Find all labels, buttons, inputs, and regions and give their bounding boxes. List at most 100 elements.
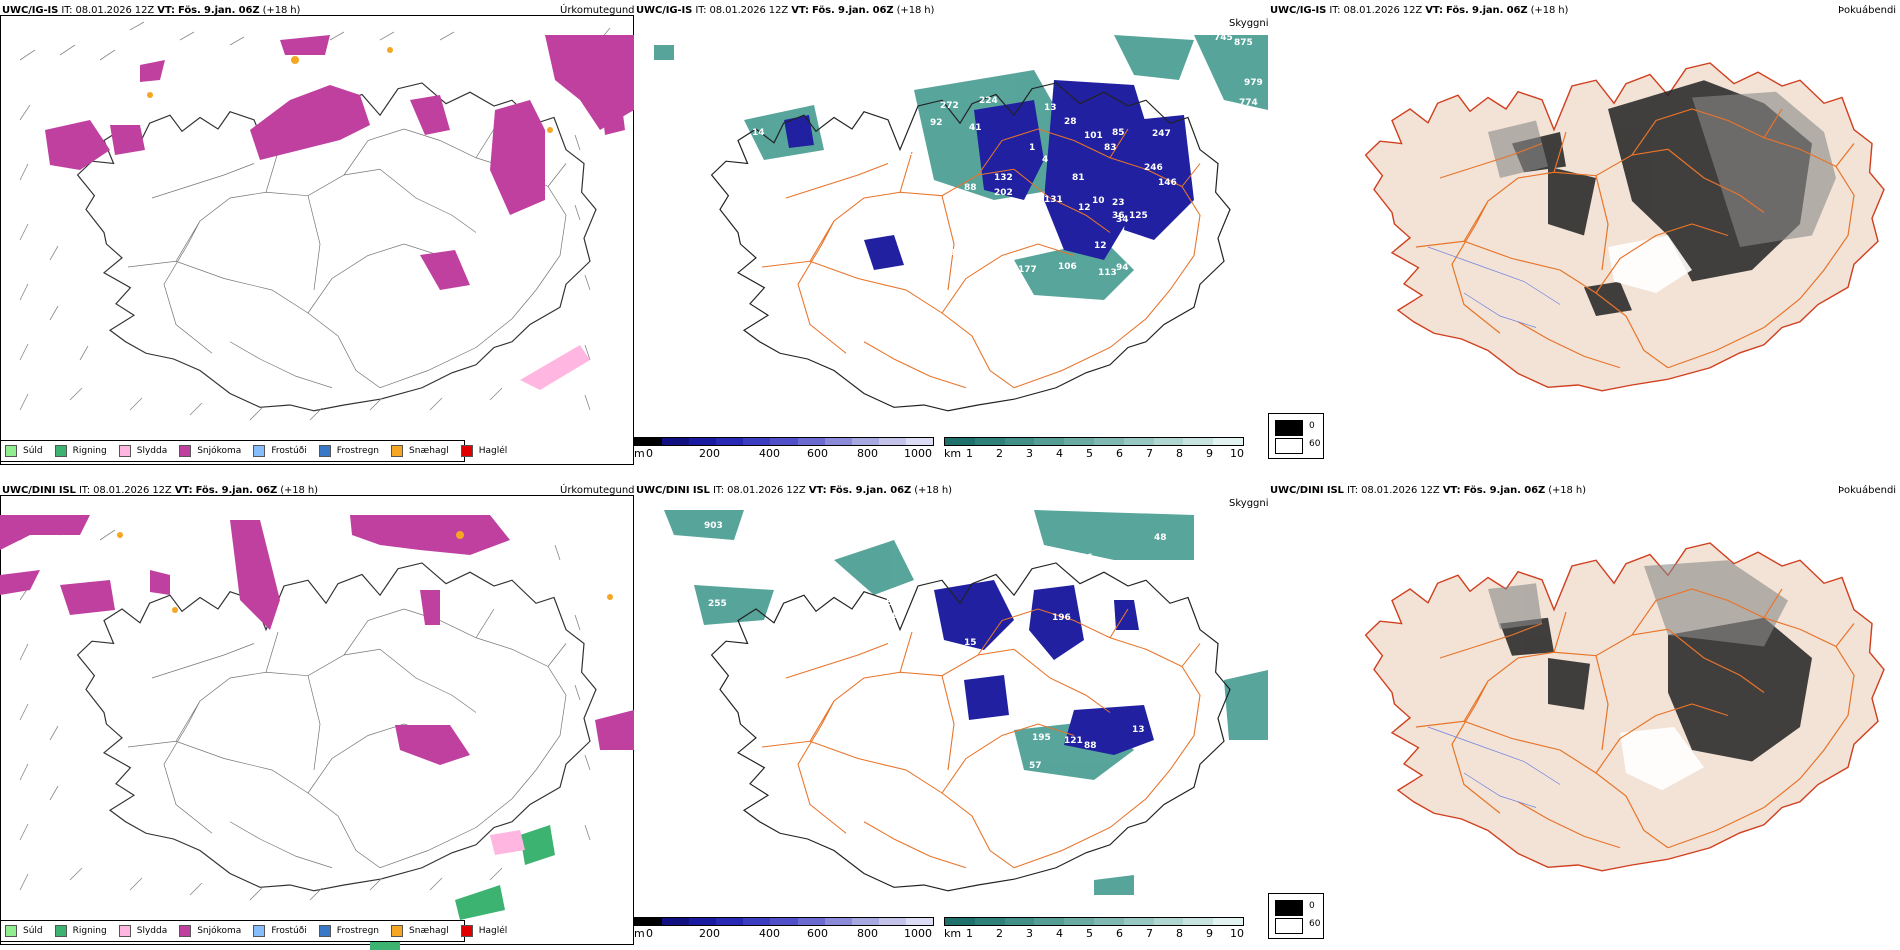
value-label: 15 [896,238,909,248]
value-label: 246 [1144,163,1163,173]
value-label: 86 [964,238,977,248]
legend-item: Súld [5,925,43,937]
precip-type-map [0,515,634,950]
colorbar-tick: 7 [1146,447,1153,460]
fog-map [1364,542,1885,872]
colorbar-tick: 2 [996,447,1003,460]
value-label: 903 [704,521,723,531]
value-label: 196 [1052,613,1071,623]
legend-swatch [460,445,473,457]
value-label: 12 [1022,683,1035,693]
legend-swatch [318,925,331,937]
panel-header: UWC/IG-IS IT: 08.01.2026 12Z VT: Fös. 9.… [1270,5,1569,16]
value-label: 9 [974,251,980,261]
legend-item: Frostregn [318,445,379,457]
value-label: 92 [930,118,943,128]
value-label: 105 [1004,668,1023,678]
legend-swatch [253,445,266,457]
colorbar-tick: 3 [1026,927,1033,940]
panel-header: UWC/DINI ISL IT: 08.01.2026 12Z VT: Fös.… [636,485,952,496]
legend-item: Frostregn [318,925,379,937]
fog-swatch-light [1275,918,1303,934]
fog-swatch-dark [1275,420,1303,436]
colorbar-tick: 9 [1206,927,1213,940]
colorbar-tick: 1 [966,927,973,940]
panel-header: UWC/DINI ISL IT: 08.01.2026 12Z VT: Fös.… [1270,485,1586,496]
colorbar-tick: 5 [1086,447,1093,460]
value-label: 81 [1072,173,1085,183]
visibility-colorbar: km 1 2 3 4 5 6 7 8 9 10 [944,917,1244,940]
colorbar-tick: 600 [807,927,828,940]
colorbar-tick: 6 [1116,447,1123,460]
fog-label-bottom: 60 [1309,919,1321,929]
legend-item: Rigning [54,445,107,457]
panel-header: UWC/IG-IS IT: 08.01.2026 12Z VT: Fös. 9.… [2,5,301,16]
precip-type-map [19,21,634,421]
legend-item: Frostúði [253,925,307,937]
value-label: 247 [1152,129,1171,139]
panel-title: Skyggni [1229,498,1268,509]
legend-swatch [253,925,266,937]
fog-legend-row1: 0 60 [1268,413,1324,459]
value-label: 106 [1058,262,1077,272]
colorbar-tick: 4 [1056,927,1063,940]
value-label: 13 [1132,725,1145,735]
colorbar-tick: 400 [759,447,780,460]
fog-label-bottom: 60 [1309,439,1321,449]
value-label: 272 [940,101,959,111]
panel-title: Þokuábendi [1838,485,1897,496]
colorbar-tick: 800 [857,447,878,460]
legend-item: Haglél [460,925,507,937]
colorbar-tick: 1000 [904,927,932,940]
value-label: 28 [1064,117,1077,127]
colorbar-tick: 0 [646,447,653,460]
value-label: 1 [1029,143,1035,153]
colorbar-tick: 800 [857,927,878,940]
value-label: 146 [1158,178,1177,188]
low-visibility-areas [664,510,1268,895]
legend-item: Snjókoma [179,445,241,457]
value-label: 12 [1078,203,1091,213]
value-label: 13 [1044,103,1057,113]
legend-item: Snæhagl [391,445,449,457]
legend-swatch [5,925,17,937]
cloud-base-colorbar: m 0 200 400 600 800 1000 [634,917,934,940]
value-label: 34 [1116,215,1129,225]
visibility-panel-row2: UWC/DINI ISL IT: 08.01.2026 12Z VT: Fös.… [634,480,1268,950]
colorbar-tick: 3 [1026,447,1033,460]
colorbar-tick: 5 [1086,927,1093,940]
colorbar-unit: m [634,447,645,460]
legend-swatch [54,925,67,937]
fog-swatch-dark [1275,900,1303,916]
value-label: 85 [1112,128,1125,138]
fog-label-top: 0 [1309,421,1315,431]
snow-areas [0,515,634,765]
colorbar-tick: 8 [1176,447,1183,460]
fog-label-top: 0 [1309,901,1315,911]
value-label: 132 [994,173,1013,183]
value-label: 774 [1239,98,1258,108]
value-label: 224 [979,96,998,106]
colorbar-tick: 4 [1056,447,1063,460]
value-label: 88 [1084,741,1097,751]
legend-swatch [179,445,192,457]
ice-pellet-areas [117,531,613,613]
value-label: 83 [1104,143,1117,153]
value-label: 36 [1112,211,1125,221]
visibility-map: 903 886 646 48 255 84 50 196 15 105 12 1… [664,510,1268,895]
sleet-areas [520,345,590,390]
colorbar-unit: km [944,447,962,460]
colorbar-tick: 200 [699,447,720,460]
map-frame [0,15,634,465]
legend-item: Rigning [54,925,107,937]
value-label: 50 [886,611,899,621]
fog-swatch-light [1275,438,1303,454]
value-label: 57 [1029,761,1042,771]
value-label: 121 [1064,736,1083,746]
value-label: 15 [964,638,977,648]
legend-item: Haglél [460,445,507,457]
visibility-map: 875 745 979 774 224 272 13 28 41 251 92 … [654,33,1268,412]
visibility-panel-row1: UWC/IG-IS IT: 08.01.2026 12Z VT: Fös. 9.… [634,0,1268,470]
value-label: 84 [886,598,899,608]
colorbar-unit: km [944,927,962,940]
